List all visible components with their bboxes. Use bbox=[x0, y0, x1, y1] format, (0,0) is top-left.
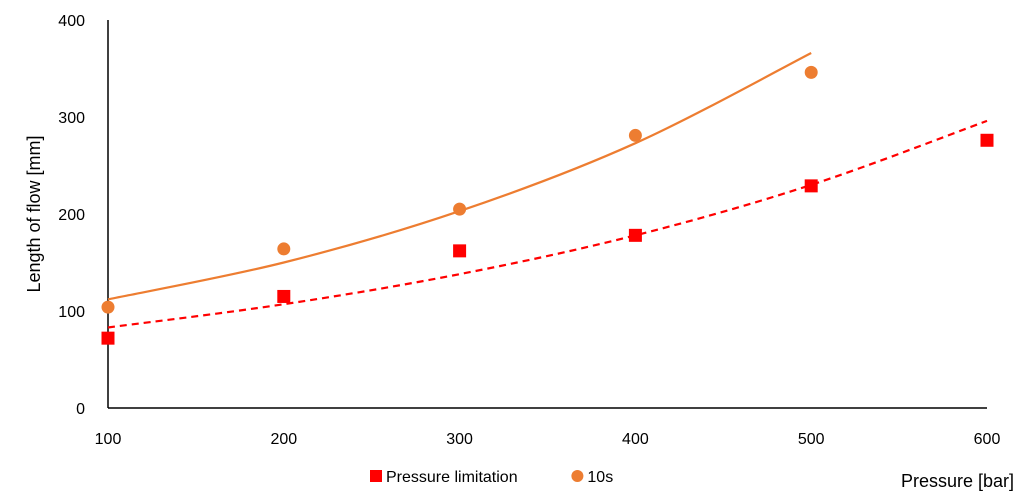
data-point-square bbox=[804, 179, 818, 193]
data-point-square bbox=[277, 289, 291, 303]
data-point-circle bbox=[804, 65, 818, 79]
legend-marker-square bbox=[370, 470, 382, 482]
y-tick-label: 400 bbox=[58, 13, 85, 30]
data-point-circle bbox=[277, 242, 291, 256]
legend: Pressure limitation 10s bbox=[370, 469, 613, 486]
y-axis-title: Length of flow [mm] bbox=[24, 135, 44, 292]
x-axis-title: Pressure [bar] bbox=[901, 471, 1014, 491]
data-point-circle bbox=[101, 300, 115, 314]
x-tick-label: 100 bbox=[95, 431, 122, 448]
y-tick-label: 100 bbox=[58, 304, 85, 321]
y-tick-label: 200 bbox=[58, 207, 85, 224]
data-point-square bbox=[980, 133, 994, 147]
x-tick-label: 600 bbox=[974, 431, 1001, 448]
legend-marker-circle bbox=[571, 470, 584, 482]
axis-labels: 0 100 200 300 400 100 200 300 400 500 600 Length of… bbox=[24, 13, 1014, 491]
trendline-0 bbox=[107, 119, 988, 329]
axes bbox=[107, 20, 987, 409]
legend-label: Pressure limitation bbox=[386, 469, 518, 486]
data-point-square bbox=[101, 331, 115, 345]
legend-label: 10s bbox=[587, 469, 613, 486]
trendlines bbox=[107, 52, 988, 329]
data-point-circle bbox=[628, 128, 642, 142]
x-tick-label: 200 bbox=[270, 431, 297, 448]
data-points bbox=[101, 65, 994, 345]
y-tick-label: 300 bbox=[58, 110, 85, 127]
data-point-square bbox=[628, 228, 642, 242]
data-point-circle bbox=[453, 202, 467, 216]
data-point-square bbox=[453, 244, 467, 258]
x-tick-label: 500 bbox=[798, 431, 825, 448]
y-tick-label: 0 bbox=[76, 401, 85, 418]
x-tick-label: 300 bbox=[446, 431, 473, 448]
x-tick-label: 400 bbox=[622, 431, 649, 448]
trendline-1 bbox=[107, 52, 812, 301]
